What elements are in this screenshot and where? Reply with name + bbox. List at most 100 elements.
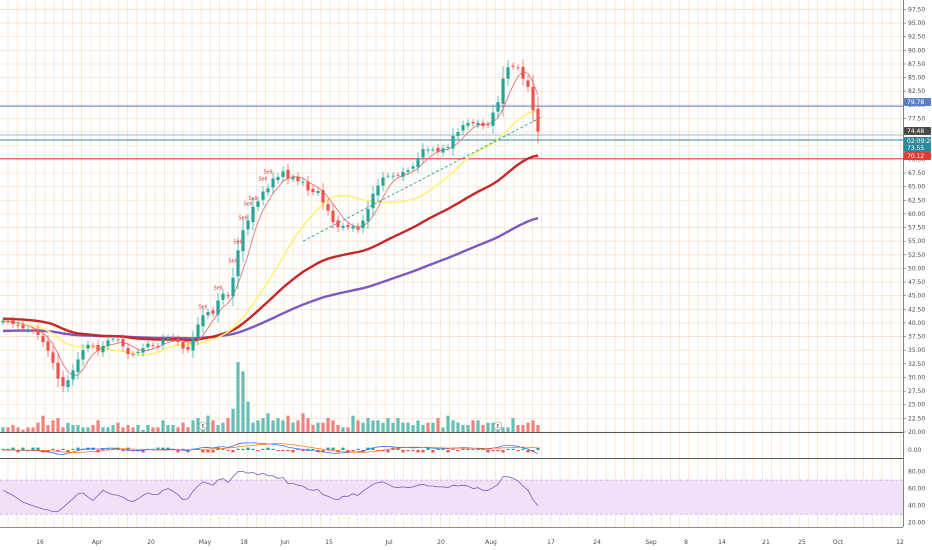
macd-bar	[6, 448, 10, 450]
volume-bar	[21, 429, 25, 432]
candle-body	[486, 124, 490, 126]
candle-body	[61, 376, 65, 387]
volume-bar	[306, 418, 310, 432]
volume-bar	[151, 427, 155, 432]
candle-body	[71, 370, 75, 380]
macd-line	[2, 442, 539, 455]
price-tick-label: 87.50	[908, 61, 925, 68]
candle-body	[321, 190, 325, 203]
volume-bar	[226, 418, 230, 432]
earnings-label: E	[201, 424, 204, 430]
macd-bar	[346, 450, 350, 453]
candle-body	[346, 225, 350, 227]
macd-bar	[256, 450, 260, 452]
volume-bar	[171, 425, 175, 432]
volume-bar	[336, 425, 340, 432]
macd-bar	[536, 447, 540, 450]
macd-bar	[351, 450, 355, 452]
macd-bar	[386, 450, 390, 453]
volume-bar	[441, 427, 445, 432]
date-tick-label: 15	[325, 539, 333, 546]
price-tick-label: 52.50	[908, 252, 925, 259]
price-tick-label: 57.50	[908, 225, 925, 232]
volume-bar	[451, 420, 455, 432]
candle-body	[391, 175, 395, 177]
macd-bar	[456, 450, 460, 452]
candle-body	[301, 181, 305, 183]
price-axis: 97.50 95.00 92.50 90.00 87.50 85.00 82.50 80.00…	[903, 0, 932, 550]
volume-bar	[6, 427, 10, 432]
price-tick-label: 50.00	[908, 265, 925, 272]
price-axis-bg	[903, 0, 932, 550]
volume-bar	[531, 420, 535, 432]
volume-bar	[41, 415, 45, 432]
date-tick-label: 18	[240, 539, 248, 546]
macd-bar	[331, 447, 335, 450]
macd-bar	[266, 447, 270, 450]
candle-body	[121, 339, 125, 347]
candle-body	[91, 345, 95, 347]
price-tick-label: 85.00	[908, 75, 925, 82]
sell-signal: Sell	[238, 215, 247, 221]
volume-bar	[436, 418, 440, 432]
candle-body	[106, 340, 110, 346]
macd-bar	[466, 448, 470, 450]
candle-body	[306, 181, 310, 191]
candle-body	[46, 341, 50, 351]
date-tick-label: Apr	[92, 539, 103, 546]
candle-body	[516, 67, 520, 69]
volume-bar	[161, 420, 165, 432]
macd-bar	[106, 448, 110, 450]
macd-bar	[301, 450, 305, 452]
sell-signal: Sell	[263, 169, 272, 175]
candle-body	[436, 147, 440, 152]
candle-body	[6, 320, 10, 322]
candle-body	[451, 135, 455, 149]
candle-body	[276, 176, 280, 181]
candle-body	[521, 66, 525, 79]
candle-body	[311, 188, 315, 193]
candle-body	[111, 338, 115, 340]
macd-bar	[401, 450, 405, 453]
candle-body	[491, 112, 495, 126]
volume-bar	[276, 418, 280, 432]
volume-bar	[291, 422, 295, 432]
volume-bar	[431, 422, 435, 432]
date-tick-label: May	[199, 539, 212, 546]
macd-bar	[291, 450, 295, 453]
candle-body	[446, 146, 450, 148]
volume-bar	[131, 427, 135, 432]
price-tag-label: 79.78	[907, 99, 924, 106]
macd-bar	[11, 447, 15, 450]
candle-body	[341, 225, 345, 228]
volume-bar	[486, 422, 490, 432]
macd-bar	[411, 450, 415, 452]
candle-body	[361, 220, 365, 229]
candle-body	[476, 122, 480, 126]
candle-body	[81, 350, 85, 360]
macd-bar	[286, 450, 290, 452]
candle-body	[266, 188, 270, 193]
candle-body	[196, 324, 200, 338]
volume-bar	[246, 401, 250, 432]
volume-bar	[221, 422, 225, 432]
volume-bar	[36, 422, 40, 432]
candle-body	[41, 335, 45, 343]
volume-bar	[341, 427, 345, 432]
candle-body	[76, 359, 80, 373]
macd-bar	[501, 450, 505, 453]
volume-bar	[86, 427, 90, 432]
sell-signal: Sell	[213, 286, 222, 292]
volume-bar	[411, 425, 415, 432]
candle-body	[281, 171, 285, 177]
macd-bar	[526, 450, 530, 453]
price-tick-label: 22.50	[908, 415, 925, 422]
candle-body	[246, 220, 250, 230]
macd-bar	[426, 447, 430, 450]
earnings-marker	[198, 421, 208, 431]
macd-bar	[261, 448, 265, 450]
volume-bar	[466, 425, 470, 432]
rsi-tick-label: 40.00	[908, 503, 925, 510]
candle-body	[536, 108, 540, 132]
